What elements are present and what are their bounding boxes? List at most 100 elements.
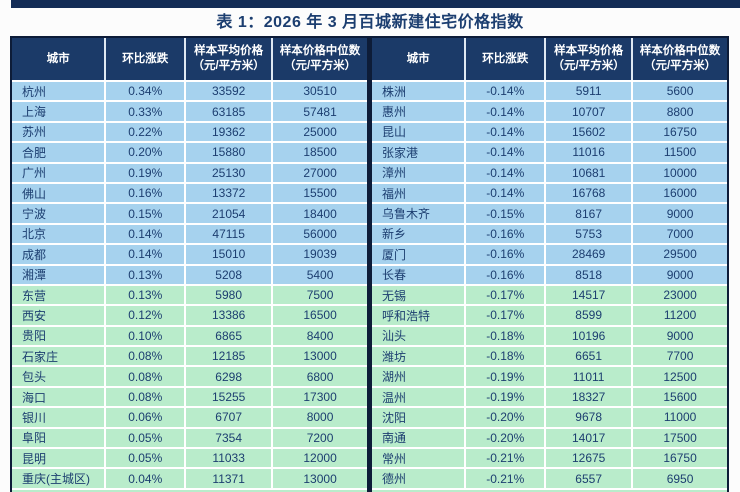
avg-price-cell: 28469 [544,245,631,264]
mom-change-cell: -0.21% [464,449,544,468]
table-right-header: 城市 环比涨跌 样本平均价格 （元/平方米） 样本价格中位数 （元/平方米） [372,38,727,80]
mom-change-cell: -0.18% [464,347,544,366]
mom-change-cell: 0.33% [104,102,184,121]
table-row: 无锡 -0.17% 14517 23000 [372,283,727,305]
city-cell: 重庆(主城区) [22,472,90,487]
median-price-cell: 13000 [271,347,367,366]
table-row: 呼和浩特 -0.17% 8599 11200 [372,304,727,325]
median-price-cell: 56000 [271,224,367,244]
price-index-table: 城市 环比涨跌 样本平均价格 （元/平方米） 样本价格中位数 （元/平方米） 杭州 0.34… [10,36,729,492]
city-cell: 阜阳 [22,431,47,446]
city-cell: 东营 [22,288,47,303]
mom-change-cell: -0.20% [464,428,544,448]
median-price-cell: 7000 [631,224,727,244]
avg-price-cell: 6865 [184,326,271,346]
median-price-cell: 7200 [271,428,367,448]
mom-change-cell: 0.14% [104,224,184,244]
median-price-cell: 5600 [631,82,727,101]
table-row: 南通 -0.20% 14017 17500 [372,426,727,448]
avg-price-cell: 11016 [544,143,631,162]
median-price-cell: 57481 [271,102,367,121]
mom-change-cell: 0.15% [104,204,184,223]
avg-price-cell: 18327 [544,387,631,407]
median-price-cell: 18400 [271,204,367,223]
table-left-header: 城市 环比涨跌 样本平均价格 （元/平方米） 样本价格中位数 （元/平方米） [12,38,367,80]
avg-price-cell: 12675 [544,449,631,468]
avg-price-cell: 5980 [184,285,271,305]
median-price-cell: 10000 [631,163,727,182]
table-row: 贵阳 0.10% 6865 8400 [12,324,367,346]
table-row: 厦门 -0.16% 28469 29500 [372,243,727,264]
median-price-cell: 6950 [631,469,727,488]
city-cell: 西安 [22,308,47,323]
table-left-rows: 杭州 0.34% 33592 30510 上海 0.33% 63185 57481 苏州 0.22… [12,80,367,488]
median-price-cell: 16750 [631,122,727,142]
avg-price-cell: 8599 [544,306,631,325]
city-cell: 贵阳 [22,329,47,344]
avg-price-cell: 10681 [544,163,631,182]
mom-change-cell: 0.08% [104,367,184,386]
table-row: 汕头 -0.18% 10196 9000 [372,324,727,346]
avg-price-cell: 6557 [544,469,631,488]
table-row: 合肥 0.20% 15880 18500 [12,141,367,162]
city-cell: 长春 [382,268,407,283]
table-row: 昆明 0.05% 11033 12000 [12,447,367,468]
top-accent-bar [11,0,740,8]
mom-change-cell: 0.16% [104,183,184,203]
city-cell: 银川 [22,410,47,425]
median-price-cell: 5400 [271,265,367,284]
mom-change-cell: -0.14% [464,122,544,142]
city-cell: 石家庄 [22,349,59,364]
table-row: 潍坊 -0.18% 6651 7700 [372,345,727,366]
avg-price-cell: 6298 [184,367,271,386]
clipped-row [12,487,367,492]
table-row: 德州 -0.21% 6557 6950 [372,467,727,488]
city-cell: 佛山 [22,186,47,201]
mom-change-cell: -0.17% [464,285,544,305]
mom-change-cell: 0.19% [104,163,184,182]
column-header-label: 城市 [406,52,430,65]
table-row: 东营 0.13% 5980 7500 [12,283,367,305]
city-cell: 包头 [22,370,47,385]
table-row: 佛山 0.16% 13372 15500 [12,181,367,203]
city-cell: 温州 [382,390,407,405]
median-price-cell: 16000 [631,183,727,203]
avg-price-cell: 33592 [184,82,271,101]
city-cell: 杭州 [22,84,47,99]
table-row: 海口 0.08% 15255 17300 [12,385,367,407]
mom-change-cell: 0.04% [104,469,184,488]
median-price-cell: 11000 [631,408,727,427]
city-cell: 无锡 [382,288,407,303]
table-row: 漳州 -0.14% 10681 10000 [372,161,727,182]
mom-change-cell: 0.13% [104,285,184,305]
table-row: 石家庄 0.08% 12185 13000 [12,345,367,366]
column-header: 环比涨跌 [104,38,184,80]
avg-price-cell: 12185 [184,347,271,366]
median-price-cell: 8400 [271,326,367,346]
city-cell: 德州 [382,472,407,487]
table-right: 城市 环比涨跌 样本平均价格 （元/平方米） 样本价格中位数 （元/平方米） 株洲 -0.1… [367,38,727,492]
avg-price-cell: 11033 [184,449,271,468]
avg-price-cell: 6707 [184,408,271,427]
median-price-cell: 19039 [271,245,367,264]
avg-price-cell: 47115 [184,224,271,244]
column-header-label: 环比涨跌 [122,52,169,65]
median-price-cell: 11500 [631,143,727,162]
avg-price-cell: 10196 [544,326,631,346]
table-row: 湖州 -0.19% 11011 12500 [372,365,727,386]
mom-change-cell: -0.16% [464,224,544,244]
mom-change-cell: 0.12% [104,306,184,325]
city-cell: 厦门 [382,247,407,262]
median-price-cell: 16750 [631,449,727,468]
city-cell: 惠州 [382,105,407,120]
table-row: 常州 -0.21% 12675 16750 [372,447,727,468]
city-cell: 潍坊 [382,349,407,364]
avg-price-cell: 14017 [544,428,631,448]
mom-change-cell: -0.19% [464,387,544,407]
mom-change-cell: 0.05% [104,428,184,448]
table-row: 福州 -0.14% 16768 16000 [372,181,727,203]
city-cell: 新乡 [382,227,407,242]
column-header: 样本价格中位数 （元/平方米） [271,38,367,80]
mom-change-cell: -0.14% [464,163,544,182]
avg-price-cell: 5911 [544,82,631,101]
